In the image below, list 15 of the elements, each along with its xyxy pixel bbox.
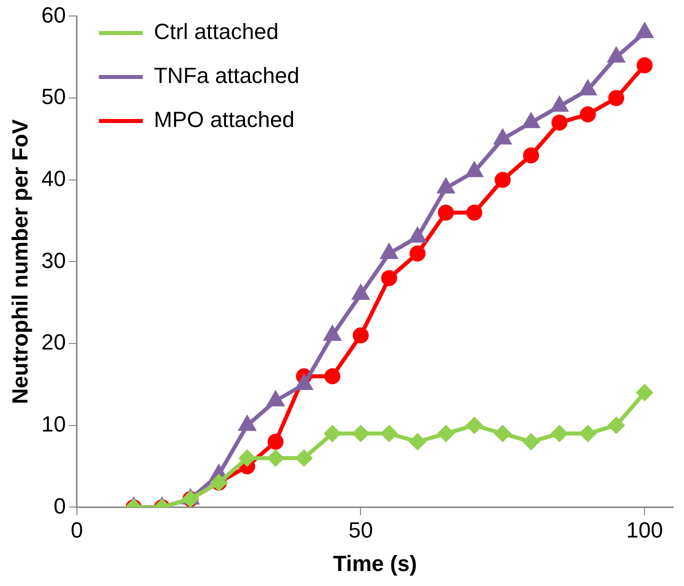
y-tick-label: 0 (54, 493, 66, 518)
legend-label: Ctrl attached (154, 19, 279, 44)
x-tick-label: 0 (70, 517, 83, 542)
y-tick-label: 40 (41, 166, 66, 191)
legend-label: MPO attached (154, 107, 295, 132)
y-axis-title: Neutrophil number per FoV (7, 118, 32, 404)
y-tick-label: 60 (41, 2, 66, 28)
x-tick-label: 100 (626, 517, 663, 542)
y-tick-label: 20 (41, 330, 66, 355)
x-tick-label: 50 (348, 517, 373, 542)
y-tick-label: 50 (41, 84, 66, 110)
legend-label: TNFa attached (154, 63, 300, 88)
x-axis-title: Time (s) (332, 550, 417, 576)
y-tick-label: 30 (41, 248, 66, 273)
y-tick-label: 10 (41, 411, 66, 436)
